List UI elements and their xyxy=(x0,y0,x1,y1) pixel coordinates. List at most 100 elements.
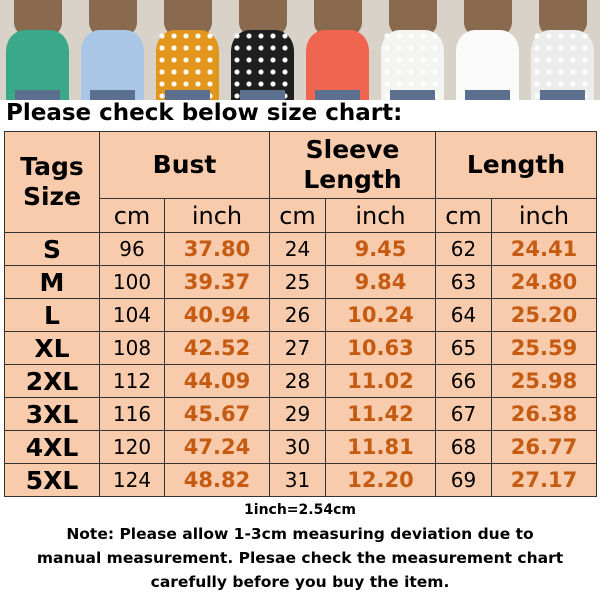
product-photo xyxy=(450,0,525,100)
cell-size: 3XL xyxy=(4,397,100,431)
cell-bust-in: 37.80 xyxy=(164,232,270,266)
note-line-1: Note: Please allow 1-3cm measuring devia… xyxy=(66,525,534,543)
cell-bust-cm: 96 xyxy=(99,232,165,266)
cell-bust-cm: 108 xyxy=(99,331,165,365)
cell-size: L xyxy=(4,298,100,332)
product-photo xyxy=(225,0,300,100)
cell-bust-cm: 112 xyxy=(99,364,165,398)
table-row: XL 108 42.52 27 10.63 65 25.59 xyxy=(4,331,597,365)
cell-size: 2XL xyxy=(4,364,100,398)
product-photo xyxy=(525,0,600,100)
cell-bust-in: 48.82 xyxy=(164,463,270,497)
cell-sleeve-in: 9.45 xyxy=(325,232,436,266)
shirt xyxy=(231,30,294,100)
shirt-pattern xyxy=(231,30,294,100)
jeans xyxy=(390,90,435,100)
jeans xyxy=(315,90,360,100)
unit-inch: inch xyxy=(491,198,597,233)
cell-length-in: 25.59 xyxy=(491,331,597,365)
cell-length-cm: 65 xyxy=(435,331,492,365)
cell-bust-cm: 116 xyxy=(99,397,165,431)
cell-length-cm: 66 xyxy=(435,364,492,398)
cell-length-in: 25.98 xyxy=(491,364,597,398)
cell-sleeve-cm: 26 xyxy=(269,298,326,332)
cell-sleeve-cm: 28 xyxy=(269,364,326,398)
cell-bust-cm: 120 xyxy=(99,430,165,464)
cell-bust-in: 45.67 xyxy=(164,397,270,431)
cell-bust-cm: 100 xyxy=(99,265,165,299)
cell-length-in: 26.77 xyxy=(491,430,597,464)
shirt-pattern xyxy=(531,30,594,100)
shirt xyxy=(156,30,219,100)
page-title: Please check below size chart: xyxy=(6,100,403,126)
shirt xyxy=(306,30,369,100)
table-row: 4XL 120 47.24 30 11.81 68 26.77 xyxy=(4,430,597,464)
cell-sleeve-in: 11.42 xyxy=(325,397,436,431)
product-photo-strip xyxy=(0,0,600,100)
cell-bust-in: 47.24 xyxy=(164,430,270,464)
cell-sleeve-cm: 25 xyxy=(269,265,326,299)
jeans xyxy=(465,90,510,100)
cell-sleeve-cm: 27 xyxy=(269,331,326,365)
shirt xyxy=(6,30,69,100)
note-line-3: carefully before you buy the item. xyxy=(150,573,450,591)
table-row: 2XL 112 44.09 28 11.02 66 25.98 xyxy=(4,364,597,398)
header-length: Length xyxy=(435,131,597,199)
cell-length-cm: 62 xyxy=(435,232,492,266)
product-photo xyxy=(300,0,375,100)
cell-length-in: 25.20 xyxy=(491,298,597,332)
cell-length-cm: 63 xyxy=(435,265,492,299)
conversion-text: 1inch=2.54cm xyxy=(244,502,356,518)
unit-inch: inch xyxy=(325,198,436,233)
cell-length-cm: 68 xyxy=(435,430,492,464)
shirt-pattern xyxy=(156,30,219,100)
cell-sleeve-in: 9.84 xyxy=(325,265,436,299)
shirt-pattern xyxy=(381,30,444,100)
table-row: 3XL 116 45.67 29 11.42 67 26.38 xyxy=(4,397,597,431)
cell-sleeve-in: 11.02 xyxy=(325,364,436,398)
jeans xyxy=(540,90,585,100)
cell-bust-in: 39.37 xyxy=(164,265,270,299)
cell-bust-in: 40.94 xyxy=(164,298,270,332)
cell-length-in: 26.38 xyxy=(491,397,597,431)
product-photo xyxy=(0,0,75,100)
header-tags-size: Tags Size xyxy=(4,131,100,233)
cell-bust-cm: 104 xyxy=(99,298,165,332)
cell-sleeve-cm: 29 xyxy=(269,397,326,431)
size-chart-table: Tags Size Bust Sleeve Length Length cm inc… xyxy=(4,131,597,497)
product-photo xyxy=(75,0,150,100)
jeans xyxy=(165,90,210,100)
cell-length-cm: 64 xyxy=(435,298,492,332)
table-row: 5XL 124 48.82 31 12.20 69 27.17 xyxy=(4,463,597,497)
shirt xyxy=(81,30,144,100)
table-row: S 96 37.80 24 9.45 62 24.41 xyxy=(4,232,597,266)
header-bust: Bust xyxy=(99,131,270,199)
unit-inch: inch xyxy=(164,198,270,233)
cell-length-cm: 69 xyxy=(435,463,492,497)
product-photo xyxy=(150,0,225,100)
cell-sleeve-cm: 24 xyxy=(269,232,326,266)
cell-length-cm: 67 xyxy=(435,397,492,431)
cell-size: M xyxy=(4,265,100,299)
cell-size: 4XL xyxy=(4,430,100,464)
cell-sleeve-cm: 31 xyxy=(269,463,326,497)
shirt xyxy=(531,30,594,100)
cell-sleeve-in: 11.81 xyxy=(325,430,436,464)
unit-cm: cm xyxy=(99,198,165,233)
cell-length-in: 24.41 xyxy=(491,232,597,266)
jeans xyxy=(90,90,135,100)
cell-size: 5XL xyxy=(4,463,100,497)
cell-bust-in: 44.09 xyxy=(164,364,270,398)
cell-bust-cm: 124 xyxy=(99,463,165,497)
cell-bust-in: 42.52 xyxy=(164,331,270,365)
cell-sleeve-in: 10.63 xyxy=(325,331,436,365)
cell-sleeve-in: 10.24 xyxy=(325,298,436,332)
cell-sleeve-cm: 30 xyxy=(269,430,326,464)
jeans xyxy=(240,90,285,100)
shirt xyxy=(381,30,444,100)
cell-length-in: 24.80 xyxy=(491,265,597,299)
header-sleeve-length: Sleeve Length xyxy=(269,131,436,199)
table-row: L 104 40.94 26 10.24 64 25.20 xyxy=(4,298,597,332)
jeans xyxy=(15,90,60,100)
cell-sleeve-in: 12.20 xyxy=(325,463,436,497)
